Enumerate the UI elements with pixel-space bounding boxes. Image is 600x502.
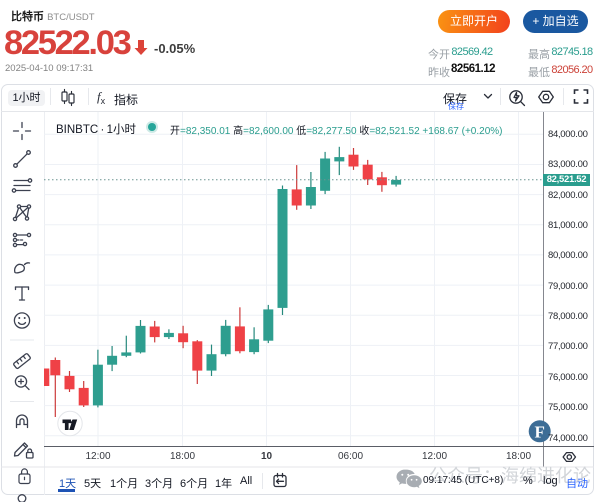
svg-text:F: F — [535, 422, 545, 441]
